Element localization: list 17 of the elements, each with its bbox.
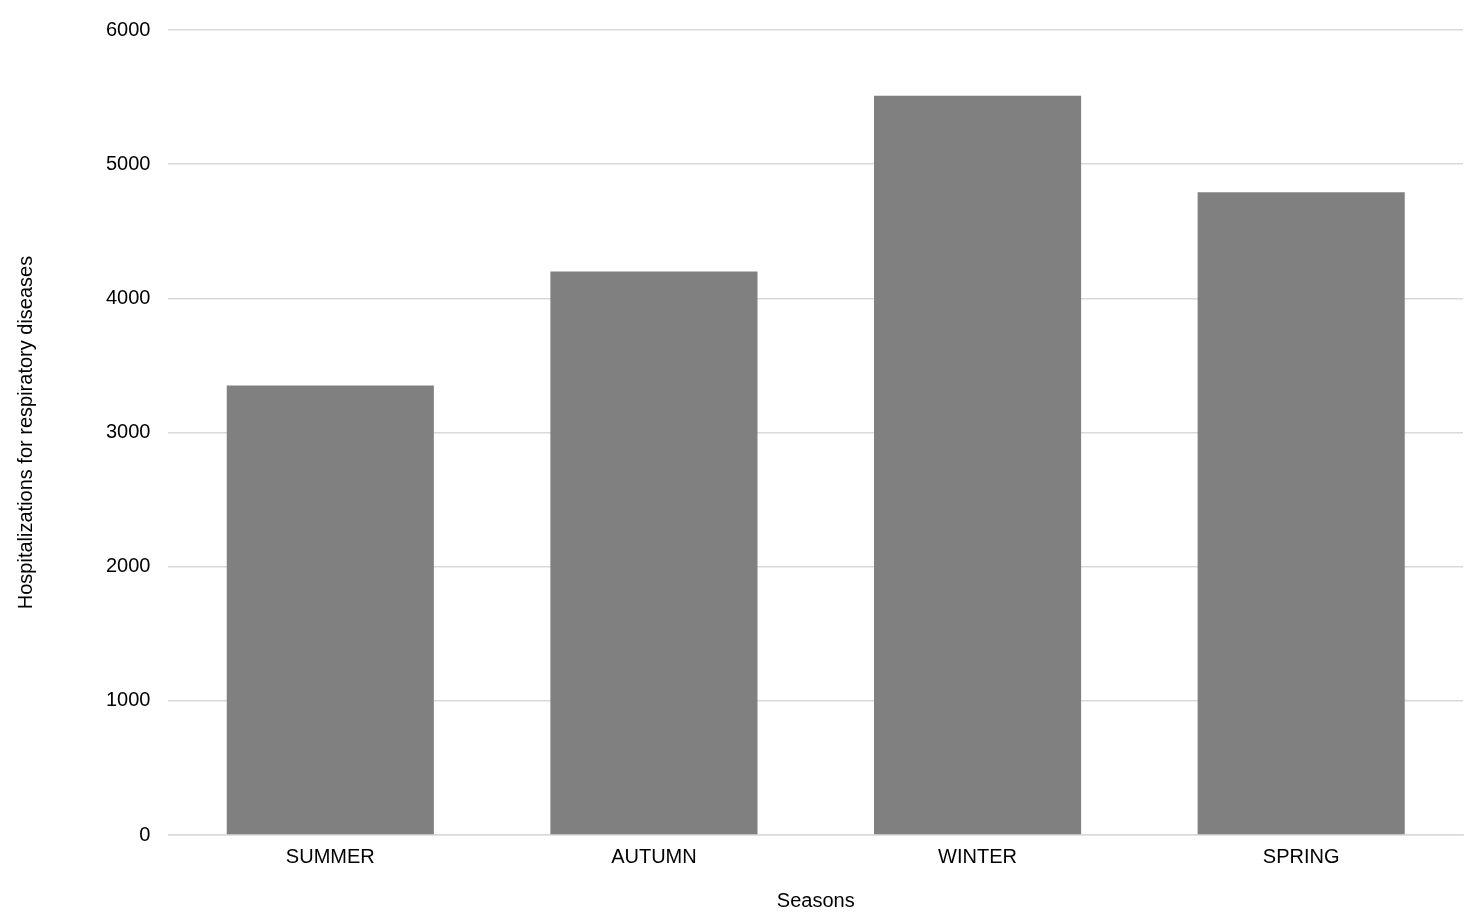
x-tick-label: SUMMER: [285, 844, 375, 867]
x-axis-title: Seasons: [776, 888, 855, 911]
bar: [226, 385, 434, 835]
x-tick-label: SPRING: [1262, 844, 1340, 867]
bar: [1197, 192, 1405, 835]
y-axis-title: Hospitalizations for respiratory diseases: [13, 255, 36, 610]
x-tick-label: WINTER: [938, 844, 1017, 867]
x-tick-label: AUTUMN: [611, 844, 697, 867]
y-tick-label: 2000: [105, 554, 151, 577]
y-tick-label: 5000: [105, 151, 151, 174]
y-tick-label: 6000: [105, 17, 151, 40]
bar: [550, 271, 758, 835]
y-tick-label: 3000: [105, 420, 151, 443]
y-tick-label: 1000: [105, 688, 151, 711]
bar: [874, 95, 1082, 835]
y-tick-label: 0: [139, 822, 151, 845]
y-tick-label: 4000: [105, 285, 151, 308]
